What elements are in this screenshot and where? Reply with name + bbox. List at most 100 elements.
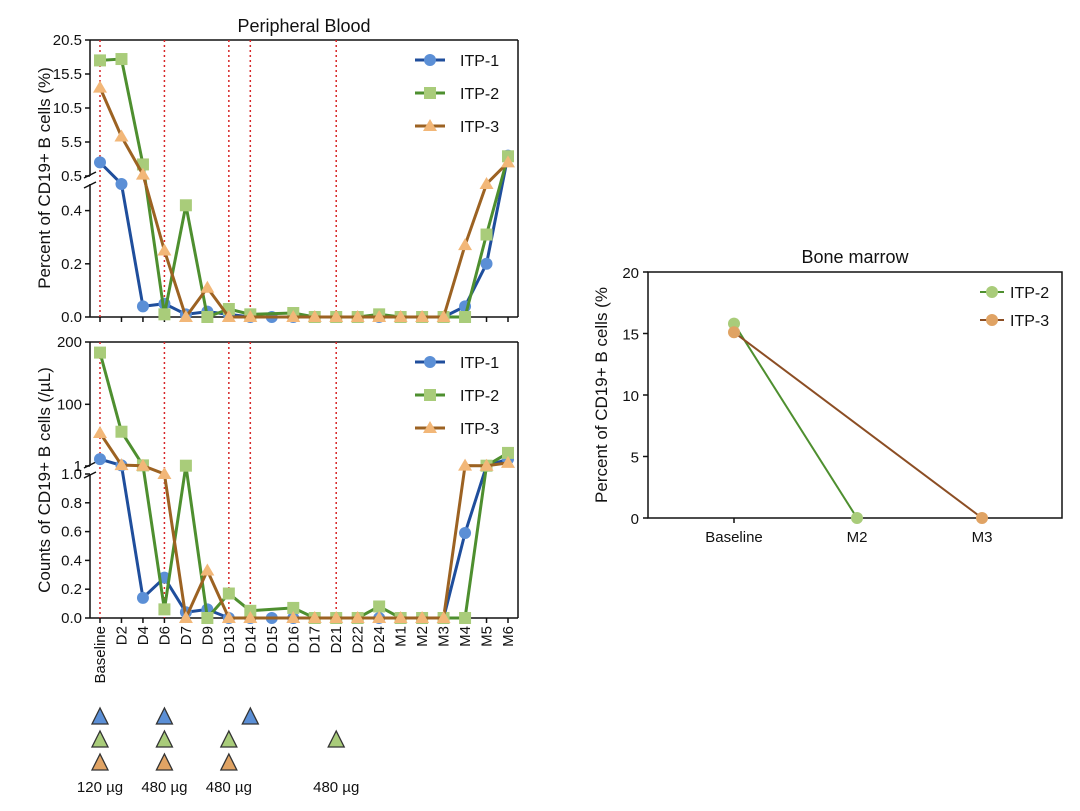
data-point <box>243 611 258 623</box>
y-tick-label: 5.5 <box>61 134 82 151</box>
legend-marker <box>424 54 436 66</box>
panel-bone-marrow: Bone marrow 0 5 10 15 20 Baseline M2 M3 Percent o… <box>592 247 1063 546</box>
data-point <box>436 310 451 322</box>
legend-label: ITP-3 <box>1010 313 1049 330</box>
data-point <box>458 458 473 471</box>
x-tick-label: M3 <box>972 529 993 546</box>
dose-triangle <box>155 729 174 748</box>
data-point <box>158 308 171 321</box>
data-point <box>287 601 300 614</box>
y-tick-label: 10 <box>622 388 639 405</box>
x-tick-label: D22 <box>350 626 367 654</box>
x-tick-label: D24 <box>371 626 388 654</box>
y-tick-label: 0.0 <box>61 309 82 326</box>
data-point <box>244 604 257 617</box>
data-point <box>93 425 107 438</box>
data-point <box>436 611 451 623</box>
y-tick-label: 20 <box>622 265 639 282</box>
series-itp-2 <box>94 53 514 323</box>
y-tick-label: 5 <box>631 450 639 467</box>
dose-triangle <box>90 729 110 748</box>
data-point <box>415 611 430 623</box>
x-tick-label: D6 <box>156 626 173 645</box>
legend-label: ITP-1 <box>460 355 499 372</box>
data-point <box>201 612 214 624</box>
data-point <box>286 611 301 623</box>
series-itp-3 <box>93 425 515 624</box>
y-tick-label: 15.5 <box>53 66 82 83</box>
y-tick-label: 0.4 <box>61 203 82 220</box>
axis-break-mark <box>83 181 97 189</box>
data-point <box>372 611 387 623</box>
x-tick-label: D7 <box>178 626 195 645</box>
legend-label: ITP-2 <box>460 388 499 405</box>
y-tick-label: 0 <box>631 511 639 528</box>
data-point <box>502 446 514 459</box>
legend-item: ITP-2 <box>415 388 499 405</box>
y-tick-label: 0.0 <box>61 610 82 627</box>
axis-break-mark <box>83 171 97 179</box>
x-tick-label: M6 <box>500 626 517 647</box>
data-point <box>976 512 988 524</box>
dose-triangle <box>90 706 110 725</box>
plot-frame <box>647 271 1063 519</box>
y-tick-label: 1 <box>74 458 82 475</box>
data-point <box>200 280 215 293</box>
y-tick-label: 100 <box>57 396 82 413</box>
data-point <box>222 587 235 600</box>
x-tick-label: M3 <box>436 626 453 647</box>
x-tick-label: M2 <box>847 529 868 546</box>
y-tick-label: 0.5 <box>61 168 82 185</box>
data-point <box>728 326 740 339</box>
data-point <box>114 129 129 142</box>
data-point <box>94 346 106 359</box>
x-tick-label: D16 <box>285 626 302 654</box>
dose-triangle <box>90 752 110 771</box>
x-tick-label: Baseline <box>705 529 763 546</box>
dose-triangle <box>241 706 260 725</box>
data-point <box>350 310 365 322</box>
dose-triangle <box>155 706 174 725</box>
data-point <box>94 54 106 67</box>
dose-markers: 120 µg 480 µg 480 µg 480 µg <box>77 706 359 796</box>
legend-marker <box>423 421 437 433</box>
series-line <box>733 323 858 519</box>
data-point <box>851 512 863 524</box>
data-point <box>307 310 322 322</box>
x-tick-labels: Baseline D2 D4 D6 D7 D9 D13 D14 D15 D16 D17 D21 D22 D… <box>92 626 517 684</box>
legend-marker <box>423 119 437 131</box>
data-point <box>135 167 150 180</box>
legend-label: ITP-2 <box>1010 285 1049 302</box>
dose-triangle <box>327 729 346 748</box>
data-point <box>459 527 472 540</box>
chart-title: Peripheral Blood <box>237 16 370 36</box>
data-point <box>93 80 107 93</box>
legend-marker <box>986 314 998 326</box>
legend-marker <box>986 286 998 298</box>
legend-item: ITP-1 <box>415 53 499 70</box>
data-point <box>501 155 515 168</box>
data-point <box>178 611 193 623</box>
dose-label: 120 µg <box>77 779 123 796</box>
legend-item: ITP-2 <box>415 86 499 103</box>
series-itp-1 <box>94 453 514 624</box>
legend-label: ITP-2 <box>460 86 499 103</box>
series-itp-2 <box>728 317 863 524</box>
data-point <box>243 310 258 322</box>
data-point <box>115 53 128 66</box>
series-line <box>733 331 983 519</box>
x-tick-label: D15 <box>264 626 281 654</box>
data-point <box>479 177 494 189</box>
legend-label: ITP-3 <box>460 421 499 438</box>
series-itp-3 <box>93 80 515 322</box>
data-point <box>415 310 430 322</box>
x-tick-label: D2 <box>113 626 130 645</box>
y-tick-label: 20.5 <box>53 32 82 49</box>
x-tick-label: M1 <box>393 626 410 647</box>
data-point <box>307 611 322 623</box>
series-itp-2 <box>94 346 514 624</box>
legend-item: ITP-3 <box>980 313 1049 330</box>
data-point <box>393 611 408 623</box>
data-point <box>115 425 128 438</box>
